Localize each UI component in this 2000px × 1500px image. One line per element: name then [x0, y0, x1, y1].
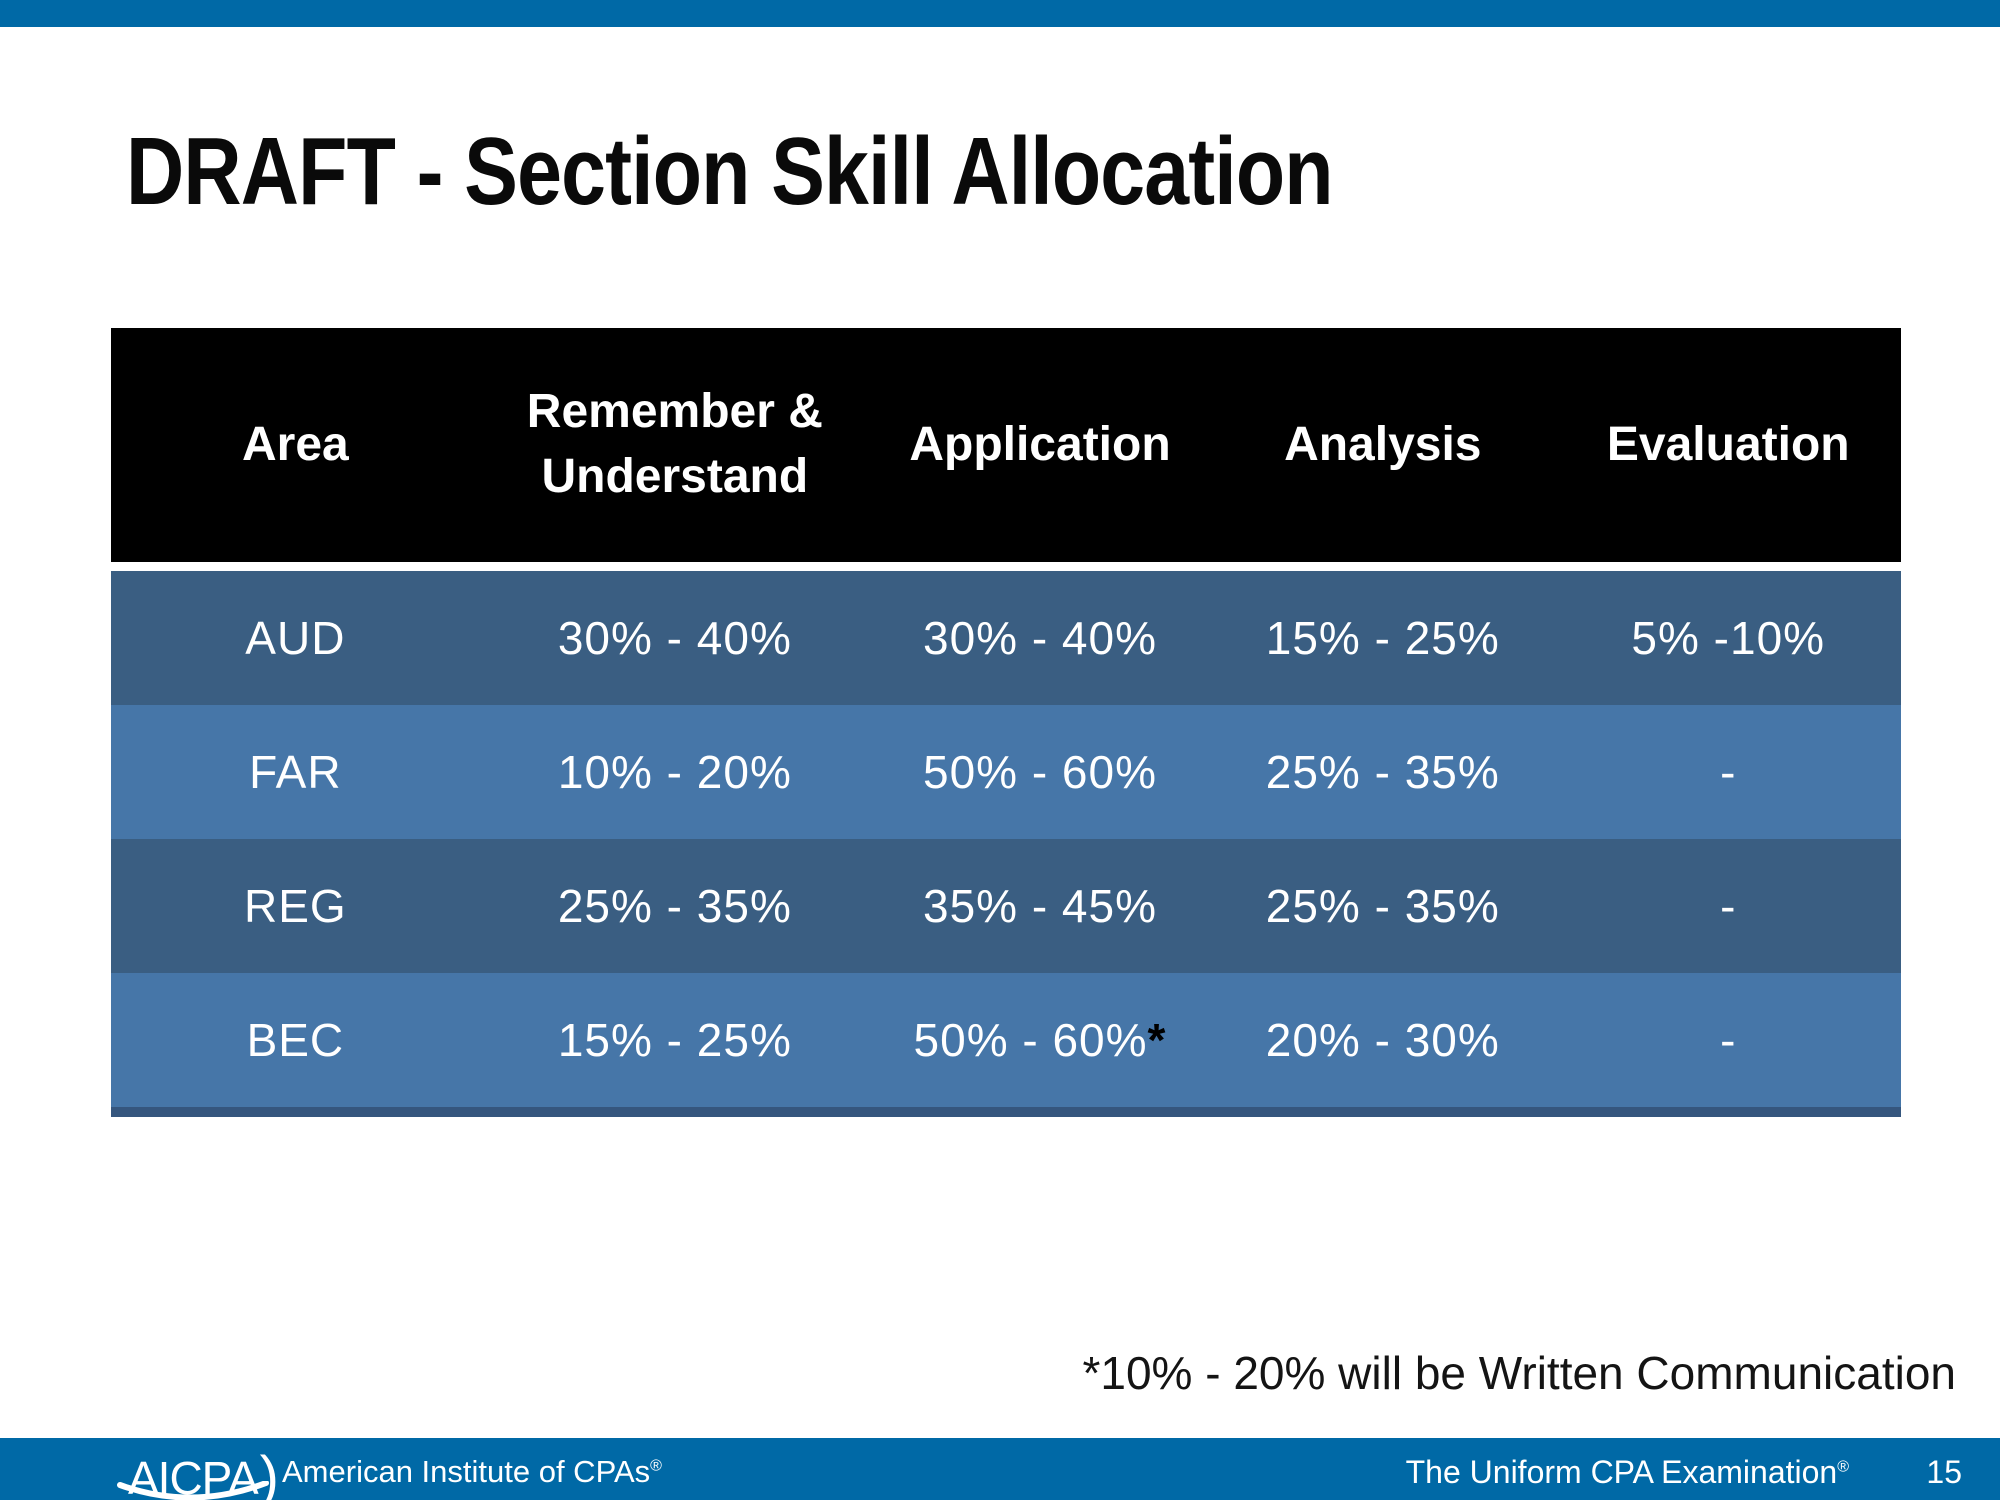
header-body-divider — [111, 562, 1901, 571]
cell-remember: 25% - 35% — [557, 880, 792, 932]
aicpa-logo: AICPA) — [117, 1441, 279, 1500]
skill-allocation-table: Area Remember & Understand Application A… — [111, 328, 1901, 1117]
table-bottom-edge — [111, 1107, 1901, 1117]
row-label: REG — [244, 880, 347, 932]
table-row-far: FAR 10% - 20% 50% - 60% 25% - 35% - — [111, 705, 1901, 839]
row-label: BEC — [246, 1014, 345, 1066]
top-accent-bar — [0, 0, 2000, 27]
cell-evaluation: 5% -10% — [1631, 612, 1826, 664]
footnote-asterisk: * — [1147, 1014, 1167, 1066]
header-remember-line2: Understand — [541, 450, 809, 503]
footer-bar: AICPA) American Institute of CPAs® The U… — [0, 1438, 2000, 1500]
cell-application: 50% - 60% * — [870, 973, 1210, 1107]
cell-application: 50% - 60% — [922, 746, 1157, 798]
cell-application-value: 50% - 60% — [913, 1014, 1148, 1066]
footer-org-label: American Institute of CPAs — [282, 1454, 651, 1489]
org-registered-mark: ® — [650, 1457, 662, 1475]
footnote-text: *10% - 20% will be Written Communication — [1082, 1347, 1956, 1399]
header-remember-understand: Remember & Understand — [480, 328, 870, 562]
exam-registered-mark: ® — [1837, 1458, 1849, 1476]
cell-remember: 10% - 20% — [557, 746, 792, 798]
row-label: FAR — [249, 746, 342, 798]
cell-analysis: 15% - 25% — [1265, 612, 1500, 664]
cell-remember: 15% - 25% — [557, 1014, 792, 1066]
header-evaluation: Evaluation — [1606, 417, 1850, 471]
cell-analysis: 25% - 35% — [1265, 746, 1500, 798]
table-row-bec: BEC 15% - 25% 50% - 60% * 20% - 30% - — [111, 973, 1901, 1107]
footer-exam-name: The Uniform CPA Examination® — [1406, 1454, 1849, 1491]
cell-evaluation: - — [1720, 1014, 1737, 1066]
header-application: Application — [909, 417, 1171, 471]
table-header-row: Area Remember & Understand Application A… — [111, 328, 1901, 562]
header-area: Area — [242, 417, 349, 471]
footer-org-name: American Institute of CPAs® — [282, 1454, 662, 1490]
cell-application: 35% - 45% — [922, 880, 1157, 932]
cell-evaluation: - — [1720, 746, 1737, 798]
cell-evaluation: - — [1720, 880, 1737, 932]
cell-analysis: 20% - 30% — [1265, 1014, 1500, 1066]
cell-analysis: 25% - 35% — [1265, 880, 1500, 932]
cell-remember: 30% - 40% — [557, 612, 792, 664]
table-row-reg: REG 25% - 35% 35% - 45% 25% - 35% - — [111, 839, 1901, 973]
header-remember-line1: Remember & — [526, 385, 823, 439]
table-row-aud: AUD 30% - 40% 30% - 40% 15% - 25% 5% -10… — [111, 571, 1901, 705]
slide-title: DRAFT - Section Skill Allocation — [126, 118, 1334, 225]
page-number: 15 — [1926, 1454, 1962, 1490]
aicpa-swoosh-icon — [117, 1481, 269, 1500]
cell-application: 30% - 40% — [922, 612, 1157, 664]
header-analysis: Analysis — [1284, 417, 1482, 471]
footer-exam-label: The Uniform CPA Examination — [1405, 1454, 1838, 1490]
row-label: AUD — [245, 612, 346, 664]
